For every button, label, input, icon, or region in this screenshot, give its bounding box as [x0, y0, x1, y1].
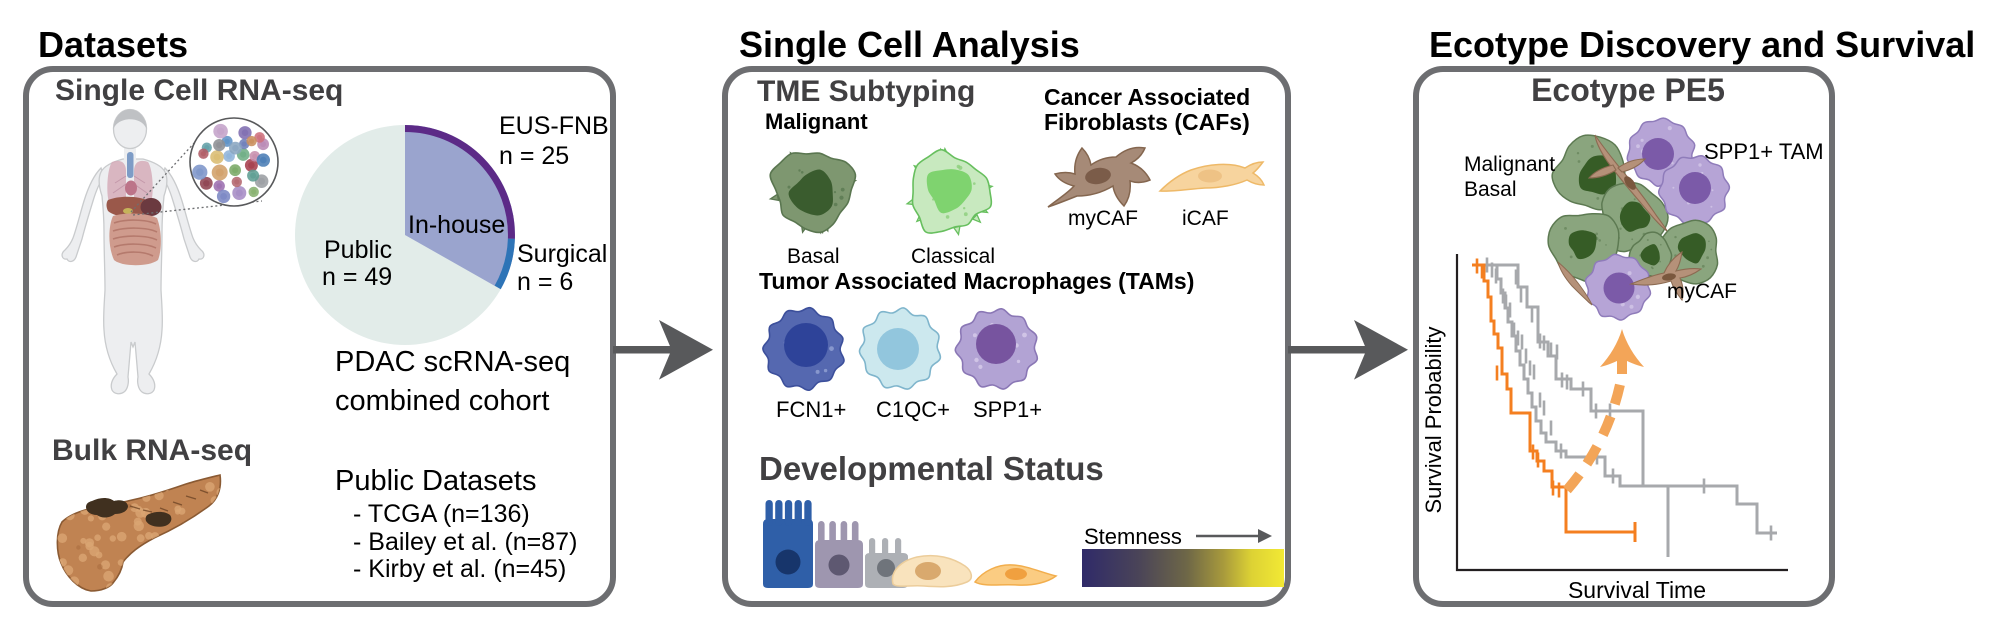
svg-text:Tumor Associated Macrophages (: Tumor Associated Macrophages (TAMs): [759, 268, 1194, 294]
svg-text:Single Cell RNA-seq: Single Cell RNA-seq: [55, 74, 343, 107]
svg-text:Ecotype Discovery and Survival: Ecotype Discovery and Survival: [1429, 24, 1975, 65]
svg-text:n = 25: n = 25: [499, 142, 569, 170]
svg-text:Public Datasets: Public Datasets: [335, 465, 537, 497]
svg-text:n = 6: n = 6: [517, 268, 573, 296]
svg-text:SPP1+ TAM: SPP1+ TAM: [1704, 139, 1824, 164]
svg-text:Cancer Associated: Cancer Associated: [1044, 84, 1250, 110]
svg-text:Fibroblasts (CAFs): Fibroblasts (CAFs): [1044, 109, 1250, 135]
svg-text:combined cohort: combined cohort: [335, 385, 549, 417]
svg-text:Basal: Basal: [1464, 178, 1517, 201]
svg-text:SPP1+: SPP1+: [973, 397, 1042, 422]
svg-text:Surgical: Surgical: [517, 240, 607, 268]
svg-text:EUS-FNB: EUS-FNB: [499, 112, 609, 140]
svg-text:Classical: Classical: [911, 245, 995, 268]
svg-text:- Kirby et al. (n=45): - Kirby et al. (n=45): [353, 555, 566, 583]
svg-text:Survival Time: Survival Time: [1568, 577, 1706, 603]
svg-text:PDAC scRNA-seq: PDAC scRNA-seq: [335, 346, 570, 378]
svg-text:- TCGA (n=136): - TCGA (n=136): [353, 500, 530, 528]
svg-text:myCAF: myCAF: [1068, 207, 1138, 230]
svg-text:Single Cell Analysis: Single Cell Analysis: [739, 24, 1080, 65]
svg-text:Developmental Status: Developmental Status: [759, 450, 1104, 487]
svg-text:Public: Public: [324, 236, 392, 264]
svg-text:C1QC+: C1QC+: [876, 397, 950, 422]
svg-text:n = 49: n = 49: [322, 263, 392, 291]
svg-text:myCAF: myCAF: [1667, 280, 1737, 303]
svg-text:iCAF: iCAF: [1182, 207, 1229, 230]
svg-text:Bulk RNA-seq: Bulk RNA-seq: [52, 434, 252, 467]
svg-text:Malignant: Malignant: [765, 109, 868, 134]
svg-text:Ecotype PE5: Ecotype PE5: [1531, 72, 1725, 108]
svg-text:Basal: Basal: [787, 245, 840, 268]
svg-text:FCN1+: FCN1+: [776, 397, 846, 422]
svg-text:In-house: In-house: [408, 211, 505, 239]
svg-text:Datasets: Datasets: [38, 24, 188, 65]
svg-text:Stemness: Stemness: [1084, 524, 1182, 549]
svg-text:TME Subtyping: TME Subtyping: [757, 75, 975, 108]
svg-text:Survival Probability: Survival Probability: [1421, 326, 1446, 513]
svg-text:- Bailey et al. (n=87): - Bailey et al. (n=87): [353, 528, 577, 556]
svg-text:Malignant: Malignant: [1464, 153, 1555, 176]
